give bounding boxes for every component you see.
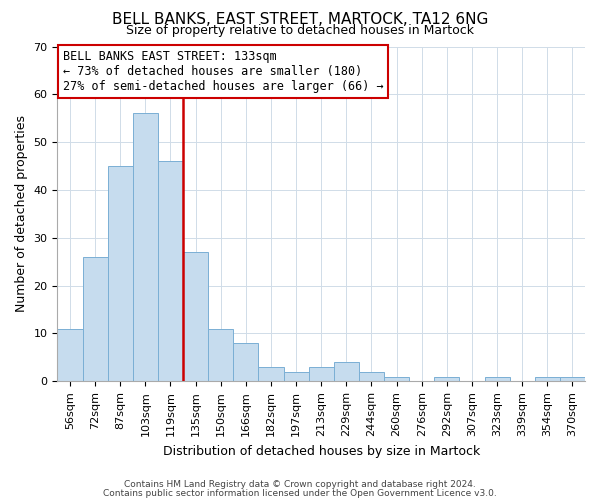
Bar — [535, 376, 560, 382]
Bar — [434, 376, 460, 382]
Bar — [284, 372, 308, 382]
Bar — [359, 372, 384, 382]
Bar — [259, 367, 284, 382]
Bar — [485, 376, 509, 382]
Bar — [158, 162, 183, 382]
Text: BELL BANKS EAST STREET: 133sqm
← 73% of detached houses are smaller (180)
27% of: BELL BANKS EAST STREET: 133sqm ← 73% of … — [62, 50, 383, 93]
Text: Size of property relative to detached houses in Martock: Size of property relative to detached ho… — [126, 24, 474, 37]
Bar — [334, 362, 359, 382]
Bar — [183, 252, 208, 382]
Bar — [83, 257, 107, 382]
Bar — [107, 166, 133, 382]
Y-axis label: Number of detached properties: Number of detached properties — [15, 116, 28, 312]
X-axis label: Distribution of detached houses by size in Martock: Distribution of detached houses by size … — [163, 444, 480, 458]
Text: Contains HM Land Registry data © Crown copyright and database right 2024.: Contains HM Land Registry data © Crown c… — [124, 480, 476, 489]
Bar — [208, 328, 233, 382]
Bar — [308, 367, 334, 382]
Bar — [58, 328, 83, 382]
Bar — [560, 376, 585, 382]
Text: Contains public sector information licensed under the Open Government Licence v3: Contains public sector information licen… — [103, 488, 497, 498]
Bar — [133, 114, 158, 382]
Bar — [233, 343, 259, 382]
Bar — [384, 376, 409, 382]
Text: BELL BANKS, EAST STREET, MARTOCK, TA12 6NG: BELL BANKS, EAST STREET, MARTOCK, TA12 6… — [112, 12, 488, 28]
